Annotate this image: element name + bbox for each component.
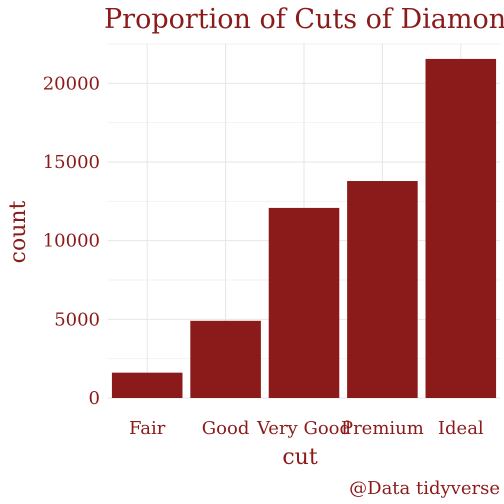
bar-good [190, 320, 261, 398]
x-tick-label: Fair [129, 418, 166, 439]
bars [111, 58, 497, 398]
y-tick-label: 10000 [43, 231, 100, 252]
y-tick-label: 0 [89, 388, 100, 409]
x-tick-label: Good [202, 418, 250, 439]
x-tick-label: Very Good [256, 418, 351, 439]
y-axis-ticks: 0 5000 10000 15000 20000 [43, 73, 100, 409]
bar-very-good [268, 207, 340, 398]
bar-premium [347, 181, 418, 398]
x-tick-label: Premium [341, 418, 424, 439]
y-tick-label: 5000 [54, 309, 100, 330]
chart-title: Proportion of Cuts of Diamonds [104, 4, 504, 35]
y-axis-title: count [6, 200, 31, 263]
bar-fair [111, 372, 183, 398]
x-tick-label: Ideal [438, 418, 484, 439]
x-axis-title: cut [282, 445, 317, 470]
y-tick-label: 15000 [43, 152, 100, 173]
chart-caption: @Data tidyverse [349, 478, 500, 499]
y-tick-label: 20000 [43, 73, 100, 94]
bar-ideal [425, 58, 497, 398]
